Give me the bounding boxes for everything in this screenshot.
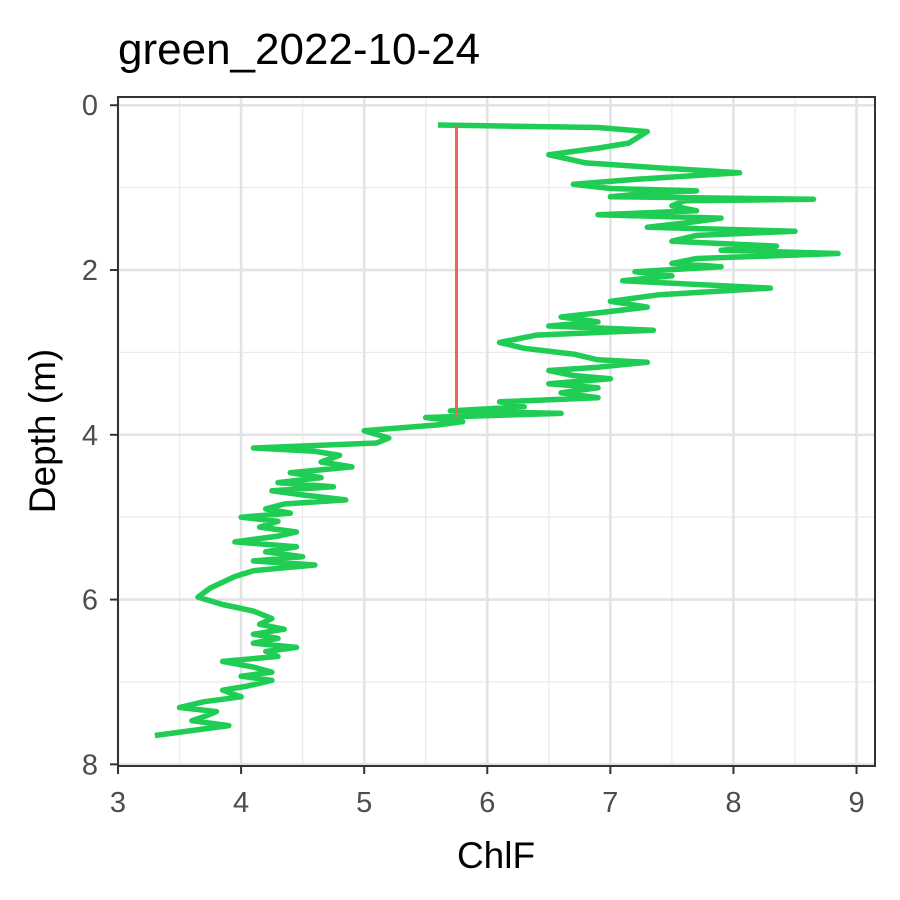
x-tick-label: 3 (110, 787, 126, 819)
y-tick-label: 0 (82, 90, 98, 122)
plot-panel-border (117, 96, 876, 767)
chart-title: green_2022-10-24 (118, 25, 480, 74)
series-layer (154, 122, 841, 739)
y-tick-label: 6 (82, 585, 98, 617)
x-tick-label: 7 (602, 787, 618, 819)
chlf-profile-line (154, 122, 841, 739)
y-tick-label: 8 (82, 749, 98, 781)
x-tick-label: 8 (725, 787, 741, 819)
x-tick-label: 6 (479, 787, 495, 819)
x-tick-label: 4 (233, 787, 249, 819)
y-tick-label: 2 (82, 255, 98, 287)
x-axis-ticks: 3 4 5 6 7 8 9 (110, 766, 865, 819)
plot-panel-background (118, 97, 875, 766)
y-axis-ticks: 0 2 4 6 8 (82, 90, 118, 781)
x-tick-label: 9 (848, 787, 864, 819)
y-axis-title: Depth (m) (22, 349, 63, 513)
y-tick-label: 4 (82, 420, 98, 452)
x-axis-title: ChlF (457, 835, 535, 876)
x-tick-label: 5 (356, 787, 372, 819)
